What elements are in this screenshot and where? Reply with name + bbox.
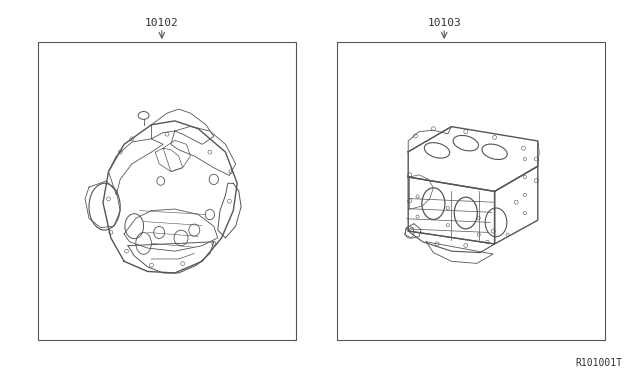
Text: 10103: 10103 (428, 18, 461, 28)
Text: R101001T: R101001T (575, 358, 622, 368)
Text: 10102: 10102 (145, 18, 179, 28)
Bar (38, 42, 296, 340)
Bar (337, 42, 605, 340)
